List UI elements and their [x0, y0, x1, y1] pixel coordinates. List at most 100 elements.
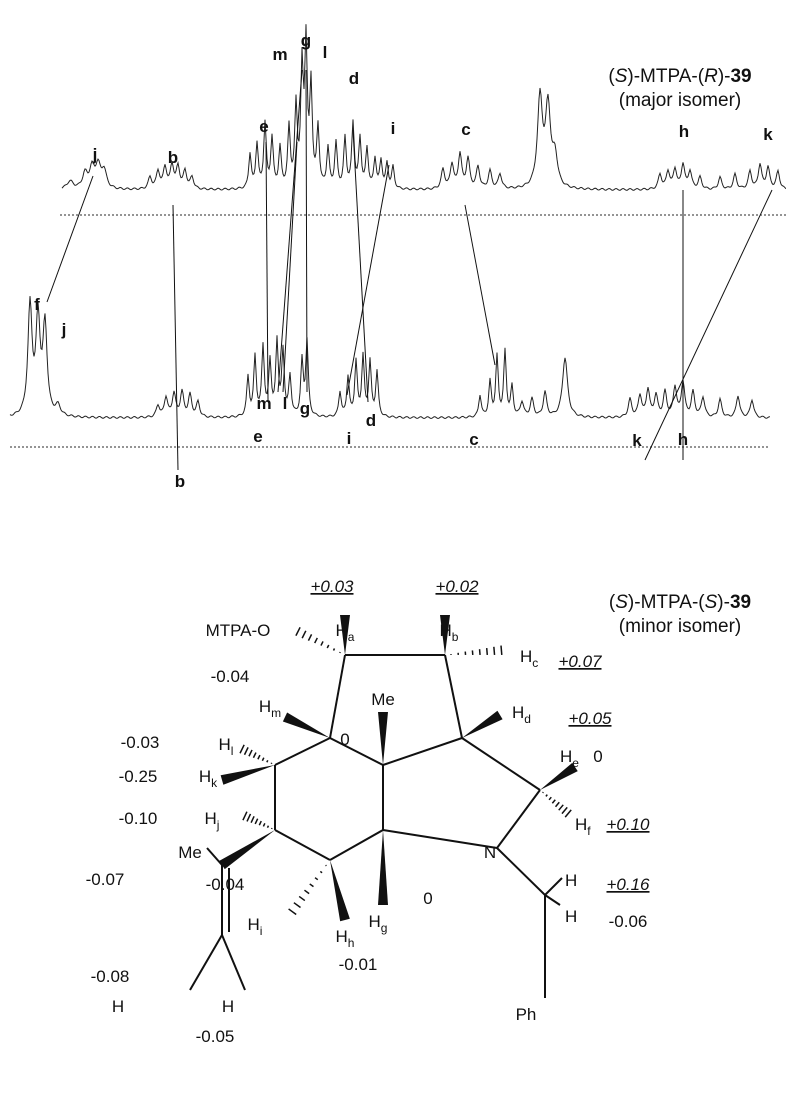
shift-value: -0.04: [206, 875, 245, 894]
wedge-bond: [219, 830, 275, 870]
atom-label: Hl: [219, 735, 234, 758]
hash-bond: [254, 818, 259, 825]
correlation-line: [305, 69, 308, 393]
atom-label: Ph: [516, 1005, 537, 1024]
atom-subscript: f: [587, 824, 591, 838]
atom-subscript: l: [231, 744, 234, 758]
title-part: S: [705, 592, 718, 613]
atom-subscript: m: [271, 706, 281, 720]
hash-bond: [558, 804, 564, 811]
atom-label: Hg: [369, 912, 388, 935]
peak-label: h: [679, 122, 689, 141]
hash-bond: [252, 752, 257, 759]
correlation-line: [172, 204, 179, 471]
hash-bond: [295, 626, 301, 637]
atom-label: H: [565, 871, 577, 890]
peak-label: e: [253, 427, 262, 446]
hash-bond: [243, 747, 249, 756]
atom-symbol: H: [560, 747, 572, 766]
bond: [274, 737, 331, 766]
atom-label: Hk: [199, 767, 218, 790]
atom-subscript: c: [532, 656, 538, 670]
shift-value: -0.06: [609, 912, 648, 931]
correlation-line: [277, 69, 303, 393]
atom-label: Hb: [440, 621, 459, 644]
atom-label: Hc: [520, 647, 538, 670]
hash-bond: [314, 877, 319, 881]
atom-label: MTPA-O: [206, 621, 271, 640]
shift-value: +0.10: [606, 815, 650, 834]
hash-bond: [325, 864, 327, 867]
hash-bond: [493, 646, 496, 656]
title-part: (: [609, 592, 616, 613]
title-part: )-MTPA-(: [628, 592, 705, 613]
atom-symbol: H: [112, 997, 124, 1016]
atom-label: H: [222, 997, 234, 1016]
correlation-line: [346, 164, 390, 396]
wedge-bond: [220, 765, 275, 785]
spectrum-subtitle: (minor isomer): [619, 616, 741, 637]
atom-symbol: H: [336, 927, 348, 946]
atom-symbol: H: [336, 621, 348, 640]
atom-subscript: b: [452, 630, 459, 644]
title-part: R: [704, 66, 718, 87]
hash-bond: [246, 813, 252, 822]
hash-bond: [500, 645, 503, 656]
correlation-line: [352, 129, 369, 403]
hash-bond: [266, 825, 270, 829]
atom-symbol: Me: [178, 843, 202, 862]
peak-label: l: [283, 394, 288, 413]
bond: [329, 829, 384, 861]
peak-label: c: [469, 430, 478, 449]
bond: [221, 934, 246, 991]
atom-label: Hj: [205, 809, 220, 832]
hash-bond: [561, 806, 568, 815]
hash-bond: [242, 811, 248, 821]
shift-value: +0.07: [558, 652, 602, 671]
atom-label: H: [565, 907, 577, 926]
bond: [496, 847, 546, 896]
atom-symbol: H: [575, 815, 587, 834]
wedge-bond: [330, 860, 350, 922]
correlation-line: [282, 141, 298, 393]
bond: [206, 847, 223, 866]
title-part: 39: [730, 66, 751, 87]
hash-bond: [261, 757, 265, 762]
hash-bond: [250, 816, 255, 823]
wedge-bond: [282, 712, 330, 738]
title-part: )-: [717, 592, 730, 613]
title-part: (: [608, 66, 615, 87]
hash-bond: [332, 648, 336, 651]
atom-symbol: H: [440, 621, 452, 640]
atom-label: Ha: [336, 621, 355, 644]
bond: [544, 877, 563, 896]
hash-bond: [485, 647, 489, 656]
atom-subscript: g: [381, 921, 388, 935]
correlation-line: [265, 141, 269, 401]
peak-label: g: [301, 31, 311, 50]
hash-bond: [319, 870, 323, 874]
atom-symbol: MTPA-O: [206, 621, 271, 640]
hash-bond: [304, 889, 310, 895]
bond: [382, 737, 463, 766]
bond: [274, 829, 331, 861]
atom-subscript: a: [348, 630, 355, 644]
title-part: S: [615, 592, 628, 613]
atom-symbol: H: [205, 809, 217, 828]
atom-label: Hm: [259, 697, 281, 720]
shift-value: -0.03: [121, 733, 160, 752]
atom-label: Hd: [512, 703, 531, 726]
peak-label: l: [323, 43, 328, 62]
wedge-bond: [340, 615, 350, 655]
bottom-spectrum: [9, 296, 771, 420]
peak-label: b: [168, 148, 178, 167]
atom-label: Hi: [248, 915, 263, 938]
peak-label: e: [259, 117, 268, 136]
hash-bond: [262, 823, 266, 827]
atom-label: Hh: [336, 927, 355, 950]
bond: [496, 789, 541, 849]
shift-value: -0.01: [339, 955, 378, 974]
title-part: 39: [730, 592, 751, 613]
hash-bond: [545, 794, 548, 797]
